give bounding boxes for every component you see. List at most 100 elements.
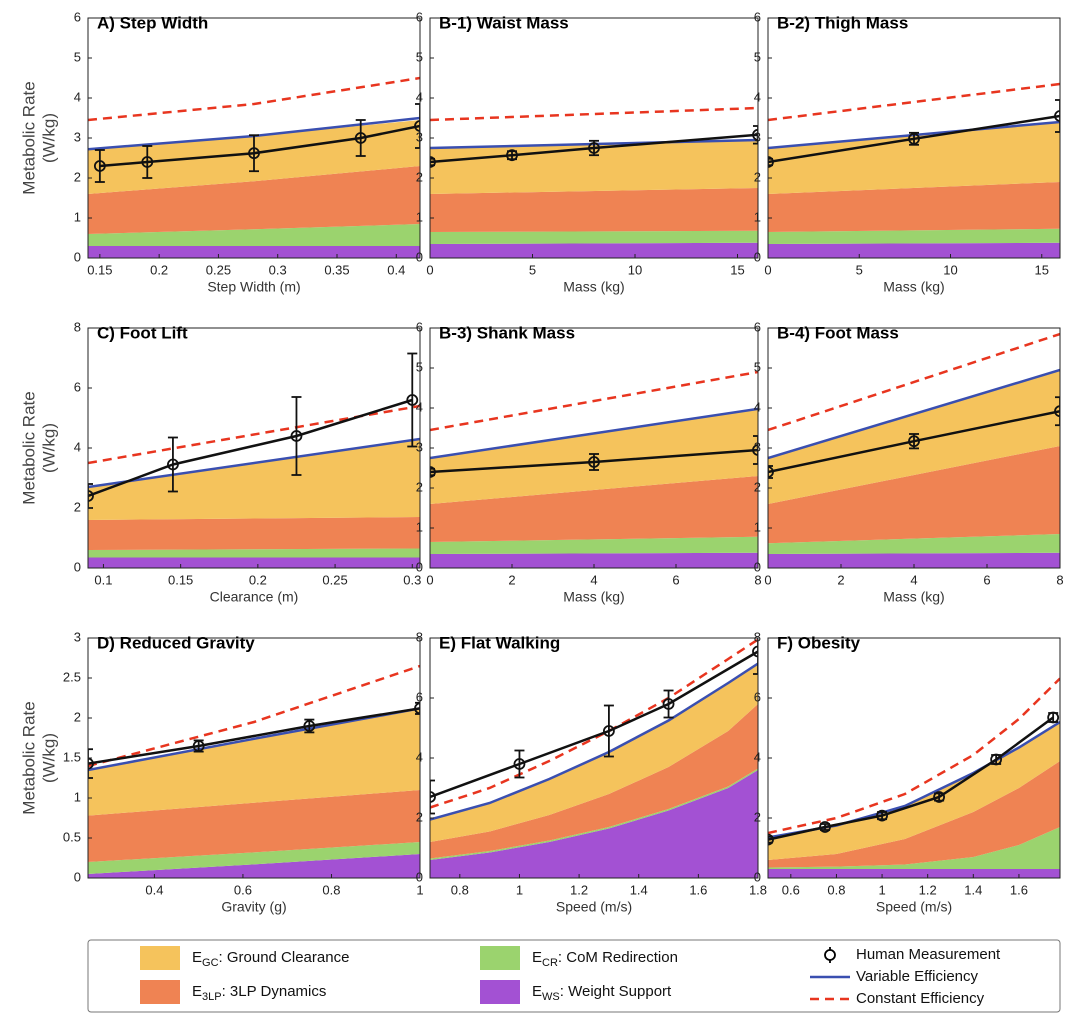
x-axis-label: Mass (kg)	[883, 279, 944, 295]
stacked-area	[430, 476, 758, 542]
y-tick-label: 8	[754, 629, 761, 644]
x-tick-label: 0.1	[94, 572, 112, 587]
measured-marker	[908, 435, 920, 448]
y-tick-label: 4	[754, 749, 761, 764]
x-tick-label: 0.25	[322, 572, 347, 587]
y-tick-label: 4	[416, 399, 423, 414]
variable-efficiency-line	[88, 437, 420, 489]
x-tick-label: 0	[764, 572, 771, 587]
chart-title: B-1) Waist Mass	[439, 13, 569, 32]
y-tick-label: 0	[416, 869, 423, 884]
stacked-area	[430, 704, 758, 859]
measured-marker	[662, 698, 675, 710]
x-axis-label: Speed (m/s)	[876, 899, 952, 915]
y-tick-label: 2	[416, 479, 423, 494]
x-tick-label: 10	[943, 262, 957, 277]
measured-marker	[752, 128, 758, 141]
y-tick-label: 8	[416, 629, 423, 644]
variable-efficiency-line	[430, 407, 758, 460]
constant-efficiency-line	[88, 76, 420, 122]
y-tick-label: 1	[74, 209, 81, 224]
legend-symbol: E	[532, 949, 542, 966]
measured-marker	[933, 791, 945, 803]
y-tick-label: 8	[74, 319, 81, 334]
measured-marker	[752, 444, 758, 456]
x-tick-label: 0.8	[827, 882, 845, 897]
chart-title: C) Foot Lift	[97, 323, 188, 342]
chart-title: B-4) Foot Mass	[777, 323, 899, 342]
x-tick-label: 4	[910, 572, 917, 587]
x-axis-label: Clearance (m)	[210, 589, 299, 605]
legend-swatch	[140, 980, 180, 1004]
legend-label: E3LP: 3LP Dynamics	[192, 983, 326, 1003]
y-tick-label: 0	[754, 249, 761, 264]
x-tick-label: 0.4	[387, 262, 405, 277]
x-tick-label: 1.4	[964, 882, 982, 897]
measured-marker	[768, 833, 774, 846]
legend-marker	[824, 949, 836, 961]
stacked-area	[88, 224, 420, 246]
y-tick-label: 4	[416, 89, 423, 104]
y-tick-label: 2	[754, 169, 761, 184]
x-tick-label: 2	[837, 572, 844, 587]
y-axis-label: Metabolic Rate	[19, 701, 38, 814]
legend-symbol: E	[532, 983, 542, 1000]
x-tick-label: 5	[529, 262, 536, 277]
y-tick-label: 2	[74, 499, 81, 514]
plot-area	[768, 82, 1060, 258]
stacked-area	[430, 536, 758, 554]
legend-subscript: GC	[202, 957, 219, 969]
measured-marker	[93, 160, 106, 172]
x-tick-label: 0	[426, 262, 433, 277]
plot-area	[88, 76, 420, 258]
y-tick-label: 0	[74, 559, 81, 574]
measured-marker	[414, 702, 420, 715]
y-tick-label: 6	[74, 379, 81, 394]
y-axis-label: (W/kg)	[39, 113, 58, 163]
y-tick-label: 4	[416, 749, 423, 764]
y-tick-label: 2.5	[63, 669, 81, 684]
constant-efficiency-line	[430, 106, 758, 122]
variable-efficiency-line	[88, 707, 420, 772]
y-axis-label: Metabolic Rate	[19, 391, 38, 504]
x-axis-label: Speed (m/s)	[556, 899, 632, 915]
x-tick-label: 0.15	[87, 262, 112, 277]
stacked-area	[430, 188, 758, 232]
x-tick-label: 10	[628, 262, 642, 277]
chart-title: B-2) Thigh Mass	[777, 13, 908, 32]
constant-efficiency-line	[430, 638, 758, 809]
x-tick-label: 5	[856, 262, 863, 277]
y-tick-label: 3	[754, 439, 761, 454]
constant-efficiency-line	[88, 404, 420, 465]
stacked-area	[88, 246, 420, 258]
y-tick-label: 6	[416, 319, 423, 334]
constant-efficiency-line	[768, 332, 1060, 432]
x-tick-label: 15	[1035, 262, 1049, 277]
measured-line	[88, 398, 413, 498]
x-tick-label: 1	[516, 882, 523, 897]
x-tick-label: 0.2	[249, 572, 267, 587]
legend-symbol: E	[192, 983, 202, 1000]
legend-swatch	[140, 946, 180, 970]
y-tick-label: 4	[754, 89, 761, 104]
measured-marker	[414, 120, 420, 132]
x-tick-label: 6	[672, 572, 679, 587]
x-tick-label: 0.2	[150, 262, 168, 277]
chart-title: A) Step Width	[97, 13, 208, 32]
stacked-area	[88, 790, 420, 862]
y-tick-label: 5	[754, 359, 761, 374]
y-tick-label: 6	[754, 319, 761, 334]
y-tick-label: 0.5	[63, 829, 81, 844]
plot-area	[88, 664, 420, 878]
plot-area	[430, 370, 758, 568]
stacked-area	[430, 770, 758, 878]
x-tick-label: 1.6	[689, 882, 707, 897]
stacked-area	[768, 827, 1060, 869]
y-tick-label: 1	[754, 519, 761, 534]
x-tick-label: 0.4	[145, 882, 163, 897]
stacked-area	[430, 230, 758, 244]
measured-marker	[768, 466, 774, 478]
x-axis-label: Mass (kg)	[563, 589, 624, 605]
x-axis-label: Mass (kg)	[563, 279, 624, 295]
